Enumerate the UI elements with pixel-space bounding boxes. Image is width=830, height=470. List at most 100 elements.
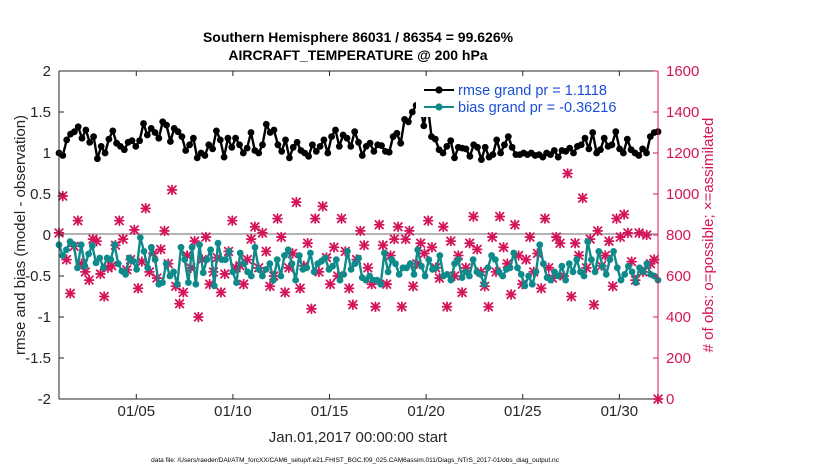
obs-marker bbox=[550, 231, 562, 243]
bias-point bbox=[129, 257, 137, 265]
y-tick-label-right: 1000 bbox=[666, 186, 699, 203]
obs-marker bbox=[456, 287, 468, 298]
obs-marker bbox=[193, 311, 204, 323]
bias-point bbox=[573, 256, 581, 263]
obs-marker bbox=[347, 299, 359, 311]
obs-marker bbox=[174, 298, 185, 309]
bias-point bbox=[181, 256, 189, 263]
bias-point bbox=[606, 256, 614, 263]
obs-marker bbox=[577, 192, 588, 204]
rmse-point bbox=[347, 143, 355, 150]
y-tick-label-left: 1.5 bbox=[30, 104, 51, 121]
obs-marker bbox=[257, 227, 268, 239]
rmse-point bbox=[262, 120, 270, 128]
rmse-point bbox=[397, 139, 405, 147]
bias-point bbox=[159, 279, 166, 286]
bias-point bbox=[148, 243, 155, 251]
bias-point bbox=[199, 269, 207, 277]
bias-point bbox=[96, 254, 104, 262]
obs-marker bbox=[422, 215, 434, 226]
bias-point bbox=[588, 256, 595, 263]
legend-box bbox=[416, 79, 640, 117]
bias-point bbox=[185, 279, 192, 286]
y-axis-label-left: rmse and bias (model - observation) bbox=[12, 115, 29, 355]
obs-marker bbox=[249, 221, 261, 233]
y-tick-label-left: 1 bbox=[43, 145, 51, 162]
rmse-point bbox=[508, 143, 516, 151]
y-tick-label-left: -1 bbox=[38, 309, 51, 326]
rmse-point bbox=[474, 143, 481, 151]
obs-marker bbox=[415, 237, 426, 249]
bias-point bbox=[225, 248, 233, 255]
y-tick-label-right: 800 bbox=[666, 227, 691, 244]
bias-point bbox=[247, 272, 255, 280]
rmse-point bbox=[78, 134, 86, 142]
bias-point bbox=[133, 266, 141, 273]
rmse-point bbox=[393, 129, 401, 137]
bias-point bbox=[613, 264, 621, 272]
rmse-point bbox=[232, 134, 240, 142]
x-axis-label: Jan.01,2017 00:00:00 start bbox=[269, 429, 448, 446]
obs-marker bbox=[498, 241, 509, 253]
bias-point bbox=[81, 262, 89, 270]
bias-point bbox=[536, 241, 544, 249]
y-tick-label-right: 0 bbox=[666, 391, 674, 408]
obs-marker bbox=[648, 254, 660, 265]
bias-point bbox=[466, 272, 473, 280]
rmse-point bbox=[59, 152, 67, 159]
bias-point bbox=[643, 260, 651, 268]
rmse-point bbox=[335, 143, 343, 150]
y-tick-label-left: -1.5 bbox=[25, 350, 51, 367]
bias-point bbox=[351, 260, 359, 268]
bias-point bbox=[381, 249, 388, 257]
rmse-point bbox=[155, 134, 163, 142]
bias-point bbox=[480, 280, 488, 288]
rmse-series bbox=[55, 100, 662, 164]
bias-point bbox=[499, 272, 507, 280]
rmse-point bbox=[220, 153, 228, 161]
bias-point bbox=[88, 242, 96, 250]
bias-point bbox=[510, 249, 518, 257]
bias-point bbox=[307, 249, 314, 257]
obs-marker bbox=[426, 241, 438, 253]
obs-marker bbox=[306, 303, 317, 315]
rmse-point bbox=[94, 155, 101, 163]
rmse-point bbox=[316, 143, 324, 150]
bias-point bbox=[207, 246, 215, 254]
bias-point bbox=[477, 271, 484, 278]
obs-marker bbox=[603, 235, 615, 247]
rmse-point bbox=[140, 120, 147, 127]
obs-marker bbox=[215, 287, 227, 298]
obs-marker bbox=[57, 190, 69, 202]
bias-point bbox=[92, 259, 100, 267]
obs-marker bbox=[483, 301, 494, 313]
rmse-point bbox=[136, 137, 144, 145]
obs-marker bbox=[72, 215, 84, 226]
bias-point bbox=[262, 266, 270, 273]
obs-marker bbox=[392, 221, 404, 233]
bias-point bbox=[255, 266, 263, 273]
obs-marker bbox=[291, 196, 302, 208]
legend-bias-marker bbox=[435, 103, 443, 111]
obs-marker bbox=[343, 282, 355, 294]
rmse-point bbox=[355, 138, 362, 146]
rmse-point bbox=[143, 131, 151, 139]
bias-point bbox=[196, 241, 203, 249]
obs-marker bbox=[279, 287, 291, 298]
obs-marker bbox=[377, 239, 389, 251]
obs-marker bbox=[381, 278, 393, 290]
chart-subtitle: AIRCRAFT_TEMPERATURE @ 200 hPa bbox=[228, 47, 487, 63]
rmse-point bbox=[278, 148, 286, 155]
obs-marker bbox=[509, 219, 521, 231]
bias-point bbox=[595, 248, 603, 255]
bias-point bbox=[558, 262, 566, 270]
y-tick-label-right: 1400 bbox=[666, 104, 699, 121]
obs-marker bbox=[588, 299, 600, 311]
y-tick-label-right: 600 bbox=[666, 268, 691, 285]
obs-marker bbox=[592, 225, 604, 237]
rmse-point bbox=[151, 129, 159, 136]
obs-marker bbox=[400, 233, 411, 245]
rmse-point bbox=[105, 135, 113, 143]
obs-marker bbox=[178, 287, 189, 298]
rmse-point bbox=[635, 152, 643, 159]
